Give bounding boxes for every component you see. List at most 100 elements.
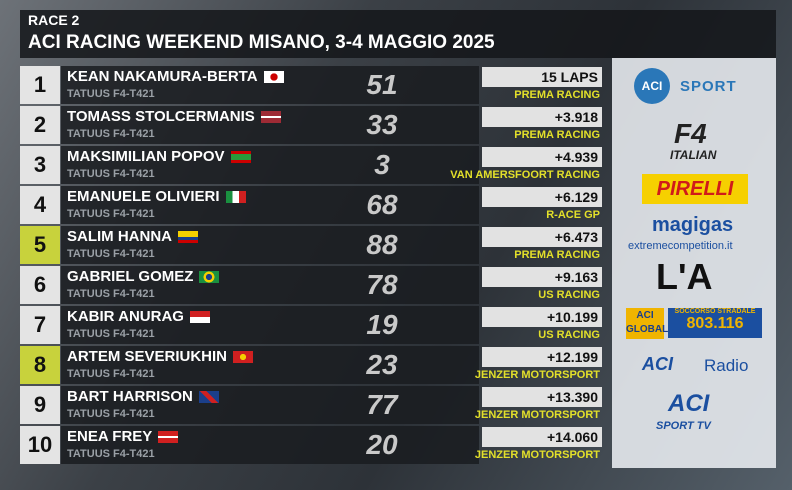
driver-row: KEAN NAKAMURA-BERTA bbox=[67, 68, 284, 86]
car-number: 51 bbox=[366, 69, 398, 100]
roadside-number: 803.116 bbox=[686, 315, 744, 332]
gap: +13.390 bbox=[482, 387, 602, 407]
driver-row: ARTEM SEVERIUKHIN bbox=[67, 348, 254, 366]
driver-row: TOMASS STOLCERMANIS bbox=[67, 108, 281, 126]
position: 4 bbox=[20, 186, 60, 224]
flag bbox=[230, 150, 251, 163]
driver-cell bbox=[61, 266, 479, 304]
driver-row: SALIM HANNA bbox=[67, 228, 198, 246]
car-number: 68 bbox=[366, 189, 398, 220]
driver-row: KABIR ANURAG bbox=[67, 308, 210, 326]
driver-name: SALIM HANNA bbox=[67, 228, 172, 245]
team: JENZER MOTORSPORT bbox=[474, 409, 600, 421]
driver-name: ENEA FREY bbox=[67, 428, 153, 445]
car: TATUUS F4-T421 bbox=[67, 248, 155, 260]
position: 8 bbox=[20, 346, 60, 384]
driver-name: BART HARRISON bbox=[67, 388, 193, 405]
flag bbox=[158, 430, 179, 443]
title: ACI RACING WEEKEND MISANO, 3-4 MAGGIO 20… bbox=[28, 32, 495, 53]
race-label: RACE 2 bbox=[28, 12, 80, 28]
position: 5 bbox=[20, 226, 60, 264]
gap: +4.939 bbox=[482, 147, 602, 167]
position: 9 bbox=[20, 386, 60, 424]
gap: +12.199 bbox=[482, 347, 602, 367]
flag bbox=[189, 310, 210, 323]
driver-cell bbox=[61, 426, 479, 464]
car: TATUUS F4-T421 bbox=[67, 448, 155, 460]
header-bar bbox=[20, 10, 776, 58]
car-number: 78 bbox=[366, 269, 398, 300]
car: TATUUS F4-T421 bbox=[67, 208, 155, 220]
car: TATUUS F4-T421 bbox=[67, 288, 155, 300]
flag bbox=[198, 390, 219, 403]
global-logo: ACI GLOBAL bbox=[626, 308, 668, 339]
flag bbox=[225, 190, 246, 203]
team: US RACING bbox=[538, 289, 600, 301]
driver-name: GABRIEL GOMEZ bbox=[67, 268, 194, 285]
flag bbox=[178, 230, 198, 243]
aci-global: GLOBAL bbox=[626, 324, 669, 335]
magigas-url: extremecompetition.it bbox=[628, 240, 733, 252]
tv-aci: ACI bbox=[668, 390, 710, 417]
radio-text: Radio bbox=[704, 356, 749, 375]
team: US RACING bbox=[538, 329, 600, 341]
team: R-ACE GP bbox=[546, 209, 600, 221]
car-number: 77 bbox=[366, 389, 398, 420]
car-number: 3 bbox=[374, 149, 390, 180]
car-number: 88 bbox=[366, 229, 398, 260]
team: PREMA RACING bbox=[514, 129, 600, 141]
car-number: 19 bbox=[366, 309, 398, 340]
roadside-box: SOCCORSO STRADALE 803.116 bbox=[668, 308, 762, 338]
flag bbox=[263, 70, 284, 83]
position: 2 bbox=[20, 106, 60, 144]
driver-cell bbox=[61, 386, 479, 424]
flag bbox=[260, 110, 281, 123]
driver-row: BART HARRISON bbox=[67, 388, 219, 406]
gap: +6.473 bbox=[482, 227, 602, 247]
position: 1 bbox=[20, 66, 60, 104]
gap: +3.918 bbox=[482, 107, 602, 127]
gap: +14.060 bbox=[482, 427, 602, 447]
driver-row: ENEA FREY bbox=[67, 428, 179, 446]
driver-cell bbox=[61, 146, 479, 184]
car-number: 33 bbox=[366, 109, 398, 140]
car: TATUUS F4-T421 bbox=[67, 168, 155, 180]
car: TATUUS F4-T421 bbox=[67, 88, 155, 100]
gap: +10.199 bbox=[482, 307, 602, 327]
driver-name: MAKSIMILIAN POPOV bbox=[67, 148, 225, 165]
magigas-logo: magigas bbox=[652, 214, 734, 236]
gap: 15 LAPS bbox=[482, 67, 602, 87]
position: 6 bbox=[20, 266, 60, 304]
driver-cell bbox=[61, 186, 479, 224]
driver-name: ARTEM SEVERIUKHIN bbox=[67, 348, 228, 365]
aci-global-aci: ACI bbox=[636, 310, 654, 321]
position: 10 bbox=[20, 426, 60, 464]
driver-row: EMANUELE OLIVIERI bbox=[67, 188, 246, 206]
gap: +6.129 bbox=[482, 187, 602, 207]
car: TATUUS F4-T421 bbox=[67, 408, 155, 420]
car: TATUUS F4-T421 bbox=[67, 328, 155, 340]
roadside-label: SOCCORSO STRADALE bbox=[674, 308, 756, 315]
f4-logo: F4 bbox=[674, 118, 707, 149]
radio-aci: ACI bbox=[642, 354, 673, 374]
team: PREMA RACING bbox=[514, 249, 600, 261]
aci-logo: ACI bbox=[634, 68, 670, 104]
car-number: 20 bbox=[366, 429, 398, 460]
driver-name: KEAN NAKAMURA-BERTA bbox=[67, 68, 258, 85]
driver-cell bbox=[61, 346, 479, 384]
position: 3 bbox=[20, 146, 60, 184]
driver-name: EMANUELE OLIVIERI bbox=[67, 188, 220, 205]
pirelli-logo: PIRELLI bbox=[642, 174, 748, 204]
la-logo: L'A bbox=[656, 256, 713, 297]
driver-row: MAKSIMILIAN POPOV bbox=[67, 148, 251, 166]
flag bbox=[199, 270, 220, 283]
gap: +9.163 bbox=[482, 267, 602, 287]
car-number: 23 bbox=[366, 349, 398, 380]
driver-cell bbox=[61, 306, 479, 344]
driver-name: TOMASS STOLCERMANIS bbox=[67, 108, 255, 125]
tv-text: SPORT TV bbox=[656, 420, 711, 432]
position: 7 bbox=[20, 306, 60, 344]
sponsor-panel: ACI SPORT F4 ITALIAN PIRELLI magigas ext… bbox=[612, 58, 776, 468]
f4-italian: ITALIAN bbox=[670, 148, 717, 162]
